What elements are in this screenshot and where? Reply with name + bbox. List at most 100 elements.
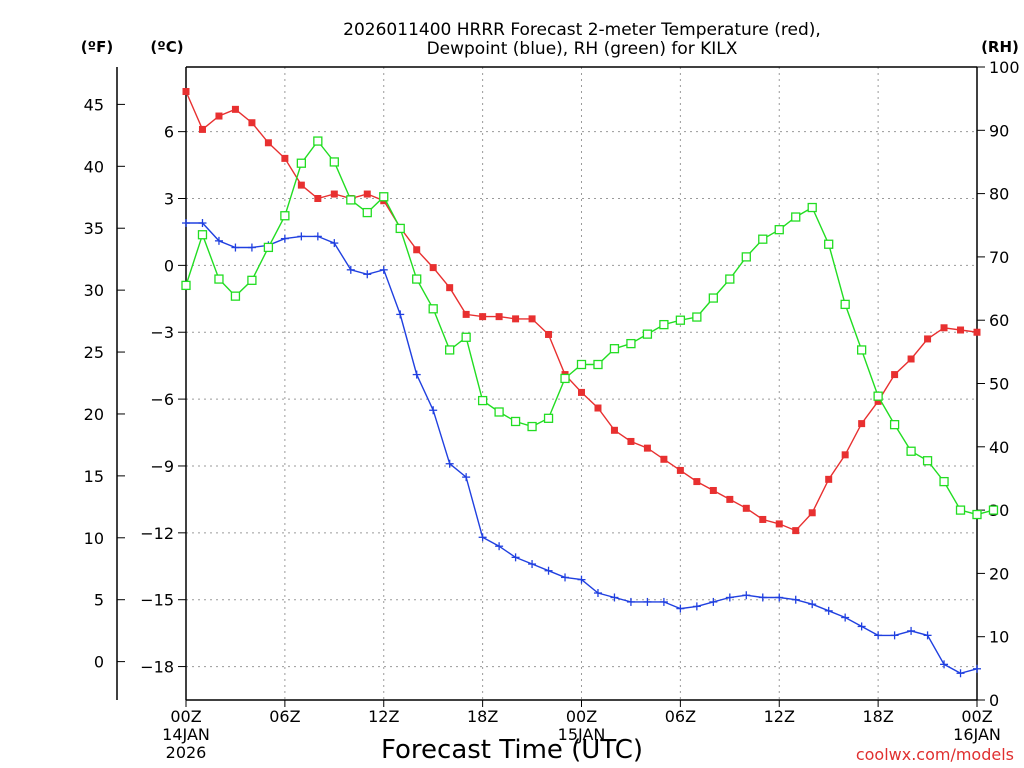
celsius-tick-label: −12 — [140, 524, 174, 543]
rh-tick-label: 80 — [989, 185, 1009, 204]
rh-tick-label: 10 — [989, 628, 1009, 647]
celsius-tick-label: 6 — [164, 123, 174, 142]
temperature-point — [775, 520, 783, 528]
rh-point — [379, 192, 389, 202]
temperature-point — [825, 475, 833, 483]
rh-point — [626, 338, 636, 349]
dewpoint-point — [643, 597, 652, 606]
temperature-point — [841, 451, 849, 459]
temperature-point — [446, 284, 454, 292]
rh-point — [988, 505, 999, 515]
rh-point — [708, 293, 718, 303]
temperature-point — [973, 328, 981, 336]
temperature-point — [297, 181, 305, 189]
rh-point — [675, 315, 686, 325]
series-rh — [181, 136, 999, 520]
temperature-point — [495, 313, 503, 321]
rh-point — [889, 419, 900, 430]
rh-point — [214, 274, 224, 284]
temperature-point — [907, 355, 915, 363]
x-tick-label: 18Z — [862, 707, 893, 726]
x-tick-date: 16JAN — [953, 725, 1001, 744]
x-tick-date: 15JAN — [558, 725, 606, 744]
dewpoint-point — [247, 243, 256, 252]
temperature-point — [891, 371, 899, 379]
temperature-point — [413, 246, 421, 254]
dewpoint-point — [445, 459, 454, 468]
chart-title-line2: Dewpoint (blue), RH (green) for KILX — [427, 39, 738, 59]
temperature-point — [198, 125, 206, 133]
temperature-point — [759, 515, 767, 523]
rh-point — [313, 136, 323, 146]
celsius-tick-label: 0 — [164, 256, 174, 275]
dewpoint-point — [742, 591, 751, 600]
dewpoint-point — [940, 660, 949, 669]
rh-tick-label: 70 — [989, 248, 1009, 267]
rh-point — [247, 275, 257, 285]
celsius-unit-label: (ºC) — [150, 38, 183, 56]
rh-point — [593, 359, 603, 370]
celsius-tick-label: −15 — [140, 591, 174, 610]
dewpoint-point — [923, 631, 932, 640]
x-tick-year: 2026 — [166, 743, 207, 762]
rh-point — [445, 345, 455, 355]
x-tick-label: 18Z — [467, 707, 498, 726]
dewpoint-point — [841, 613, 850, 622]
rh-tick-label: 50 — [989, 375, 1009, 394]
dewpoint-point — [791, 595, 800, 604]
temperature-point — [643, 444, 651, 452]
temperature-point — [693, 478, 701, 486]
rh-point — [329, 157, 339, 167]
temperature-point — [264, 139, 272, 147]
dewpoint-point — [659, 597, 668, 606]
temperature-point — [709, 486, 717, 494]
credit-text: coolwx.com/models — [856, 745, 1014, 764]
dewpoint-point — [775, 593, 784, 602]
rh-point — [477, 395, 488, 406]
axes — [116, 66, 985, 707]
temperature-point — [792, 527, 800, 535]
fahrenheit-tick-label: 30 — [84, 281, 104, 300]
x-tick-label: 06Z — [269, 707, 300, 726]
chart-title-line1: 2026011400 HRRR Forecast 2-meter Tempera… — [343, 20, 821, 40]
rh-point — [296, 158, 307, 168]
rh-point — [461, 332, 471, 342]
rh-point — [543, 413, 554, 423]
dewpoint-point — [182, 219, 190, 228]
rh-point — [758, 234, 768, 244]
rh-point — [692, 312, 702, 322]
rh-point — [263, 242, 274, 253]
dewpoint-point — [396, 310, 405, 319]
temperature-point — [660, 455, 668, 463]
data-series — [181, 88, 999, 678]
celsius-tick-label: −3 — [150, 323, 174, 342]
dewpoint-point — [363, 270, 372, 279]
dewpoint-point — [297, 232, 306, 241]
temperature-point — [231, 105, 239, 113]
dewpoint-point — [198, 219, 207, 228]
temperature-point — [545, 330, 553, 338]
rh-point — [197, 230, 208, 240]
dewpoint-point — [758, 593, 767, 602]
x-tick-label: 00Z — [566, 707, 597, 726]
rh-point — [395, 223, 405, 234]
rh-point — [230, 291, 241, 301]
dewpoint-point — [478, 533, 487, 542]
dewpoint-point — [280, 234, 289, 243]
dewpoint-point — [412, 370, 421, 379]
rh-point — [972, 509, 982, 520]
celsius-tick-label: −6 — [150, 390, 174, 409]
temperature-point — [248, 119, 256, 127]
rh-tick-label: 60 — [989, 311, 1009, 330]
rh-point — [494, 407, 504, 417]
rh-tick-label: 90 — [989, 121, 1009, 140]
x-tick-label: 12Z — [368, 707, 399, 726]
rh-point — [906, 446, 916, 456]
dewpoint-point — [544, 566, 553, 575]
rh-point — [824, 239, 834, 249]
temperature-point — [742, 504, 750, 512]
dewpoint-point — [973, 664, 981, 673]
dewpoint-point — [874, 631, 883, 640]
dewpoint-point — [808, 600, 817, 609]
rh-point — [560, 373, 570, 384]
